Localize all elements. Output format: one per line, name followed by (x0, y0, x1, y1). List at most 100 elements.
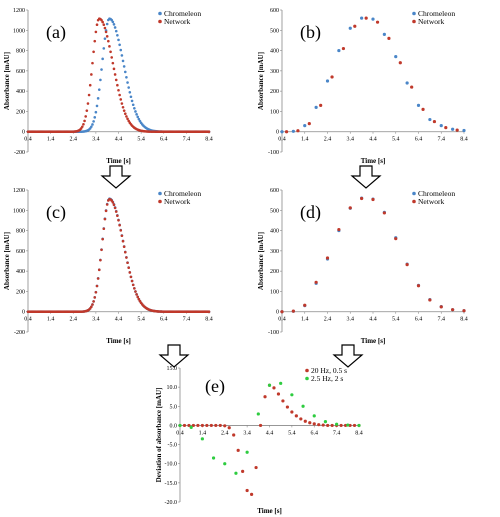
data-point (102, 47, 106, 50)
data-point (234, 471, 238, 475)
data-point (125, 115, 128, 118)
down-arrow-icon (100, 165, 132, 189)
data-point (103, 37, 107, 40)
data-point (279, 381, 283, 385)
data-point (348, 206, 352, 210)
data-point (294, 414, 298, 418)
data-point (346, 423, 350, 427)
y-tick-label: -10.0 (165, 462, 178, 468)
x-tick-label: 1.4 (199, 430, 207, 436)
legend-marker (412, 19, 416, 24)
series-1 (284, 16, 459, 134)
x-tick-label: 1.4 (47, 317, 55, 323)
data-point (135, 113, 138, 116)
legend-label: Network (418, 17, 444, 26)
data-point (93, 116, 97, 119)
data-point (323, 420, 328, 424)
data-point (113, 26, 117, 29)
data-point (462, 128, 466, 133)
data-point (223, 462, 227, 466)
data-point (113, 73, 117, 76)
data-point (94, 30, 98, 34)
data-point (116, 33, 119, 37)
data-point (360, 16, 364, 20)
data-point (335, 422, 339, 426)
data-point (200, 423, 204, 428)
data-point (103, 217, 107, 221)
y-tick-label: 200 (270, 89, 279, 95)
data-point (96, 97, 100, 100)
data-point (120, 102, 124, 105)
data-point (91, 61, 94, 65)
data-point (276, 392, 281, 396)
x-tick-label: 3.4 (92, 137, 100, 143)
data-point (341, 46, 346, 51)
data-point (416, 103, 421, 107)
y-tick-label: 0.0 (170, 423, 178, 429)
data-point (121, 105, 125, 109)
data-point (196, 423, 200, 428)
legend-label: Chromeleon (164, 9, 201, 18)
data-point (182, 423, 187, 428)
y-tick-label: 300 (270, 69, 279, 75)
x-axis-title: Time [s] (106, 157, 131, 165)
data-point (308, 421, 312, 425)
data-point (94, 291, 98, 294)
data-point (99, 78, 102, 82)
data-point (93, 296, 97, 299)
data-point (353, 24, 357, 28)
data-point (101, 20, 104, 24)
data-point (360, 196, 364, 201)
x-tick-label: 2.4 (70, 137, 78, 143)
arrow-indicators (100, 165, 382, 368)
x-tick-label: 8.4 (460, 317, 468, 323)
data-point (120, 54, 124, 57)
data-point (125, 76, 128, 79)
legend-marker (158, 199, 162, 204)
data-point (135, 293, 138, 296)
data-point (232, 433, 236, 437)
data-point (317, 423, 321, 427)
data-point (200, 437, 204, 441)
data-point (121, 239, 125, 243)
data-point (291, 309, 295, 313)
x-tick-label: 2.4 (324, 317, 332, 323)
data-point (92, 120, 95, 123)
data-point (285, 405, 289, 409)
y-tick-label: -20.0 (165, 500, 178, 506)
data-point (312, 414, 316, 418)
data-point (303, 303, 307, 307)
data-point (137, 117, 141, 121)
legend-marker (305, 368, 309, 373)
y-tick-label: -100 (268, 330, 279, 336)
panel-label: (a) (46, 22, 66, 43)
x-tick-label: 4.4 (115, 317, 123, 323)
chart-panel-e: -20.0 -15.0 -10.0 -5.0 0.0 5.0 10.0 15.0 0.4 1.4 2… (155, 366, 363, 515)
data-point (105, 22, 109, 26)
data-point (123, 112, 127, 115)
data-point (189, 425, 193, 429)
data-point (209, 423, 213, 428)
data-point (125, 256, 128, 259)
data-point (95, 284, 99, 288)
legend-label: Chromeleon (418, 9, 455, 18)
data-point (439, 124, 443, 128)
data-point (88, 83, 92, 87)
data-point (110, 56, 114, 59)
legend-marker (158, 19, 162, 24)
data-point (97, 268, 101, 272)
y-tick-label: 0 (22, 310, 25, 316)
data-point (371, 17, 375, 21)
data-point (207, 310, 211, 314)
data-point (321, 423, 325, 427)
data-point (119, 229, 123, 232)
data-point (118, 43, 121, 47)
data-point (263, 395, 267, 399)
data-point (105, 203, 109, 206)
data-point (281, 399, 285, 403)
data-point (444, 126, 448, 130)
data-point (258, 423, 263, 428)
x-tick-label: 4.4 (369, 137, 377, 143)
data-point (95, 23, 99, 27)
series-1 (280, 196, 466, 314)
